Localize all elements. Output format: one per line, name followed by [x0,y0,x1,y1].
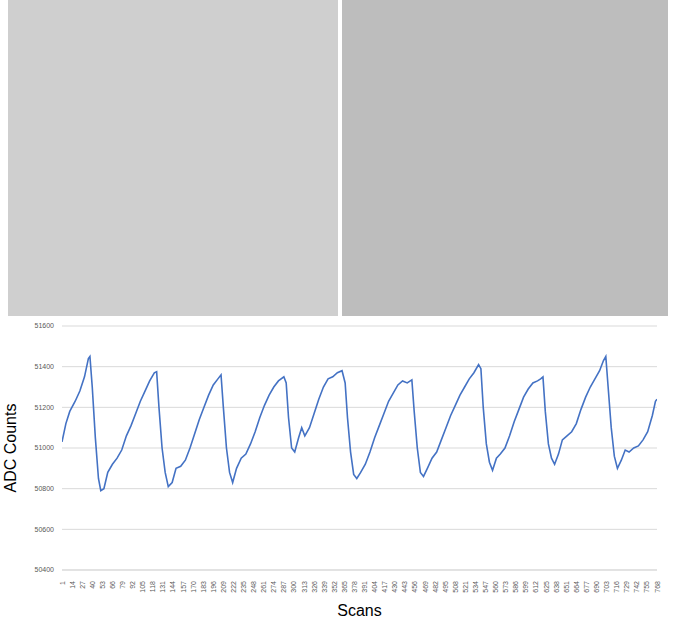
svg-text:534: 534 [472,581,479,593]
svg-text:469: 469 [422,581,429,593]
svg-text:209: 209 [220,581,227,593]
svg-text:755: 755 [643,581,650,593]
svg-text:729: 729 [623,581,630,593]
svg-text:417: 417 [381,581,388,593]
svg-text:586: 586 [512,581,519,593]
svg-text:391: 391 [361,581,368,593]
svg-text:27: 27 [79,581,86,589]
svg-text:170: 170 [190,581,197,593]
svg-text:196: 196 [210,581,217,593]
svg-text:50400: 50400 [35,566,55,573]
svg-text:378: 378 [351,581,358,593]
svg-text:339: 339 [321,581,328,593]
svg-text:51200: 51200 [35,404,55,411]
svg-text:300: 300 [290,581,297,593]
svg-text:Scans: Scans [337,602,381,619]
svg-text:14: 14 [69,581,76,589]
svg-text:105: 105 [139,581,146,593]
svg-text:456: 456 [411,581,418,593]
svg-text:50800: 50800 [35,485,55,492]
svg-text:651: 651 [563,581,570,593]
svg-text:404: 404 [371,581,378,593]
svg-text:508: 508 [452,581,459,593]
svg-text:625: 625 [543,581,550,593]
svg-text:573: 573 [502,581,509,593]
svg-text:131: 131 [159,581,166,593]
svg-text:443: 443 [401,581,408,593]
svg-text:53: 53 [99,581,106,589]
svg-text:599: 599 [522,581,529,593]
svg-text:482: 482 [432,581,439,593]
svg-text:495: 495 [442,581,449,593]
svg-text:ADC Counts: ADC Counts [2,404,19,493]
svg-text:638: 638 [553,581,560,593]
svg-text:547: 547 [482,581,489,593]
svg-text:664: 664 [573,581,580,593]
svg-text:430: 430 [391,581,398,593]
svg-text:51000: 51000 [35,444,55,451]
svg-text:352: 352 [331,581,338,593]
svg-text:313: 313 [301,581,308,593]
svg-text:40: 40 [89,581,96,589]
svg-text:521: 521 [462,581,469,593]
svg-text:222: 222 [230,581,237,593]
svg-text:365: 365 [341,581,348,593]
svg-text:326: 326 [311,581,318,593]
svg-text:92: 92 [129,581,136,589]
svg-text:144: 144 [169,581,176,593]
svg-text:768: 768 [654,581,661,593]
svg-text:287: 287 [280,581,287,593]
svg-text:1: 1 [59,581,66,585]
svg-text:118: 118 [149,581,156,592]
svg-text:51400: 51400 [35,363,55,370]
svg-text:690: 690 [593,581,600,593]
svg-text:560: 560 [492,581,499,593]
svg-text:716: 716 [613,581,620,593]
svg-text:274: 274 [270,581,277,593]
svg-text:183: 183 [200,581,207,593]
svg-text:79: 79 [119,581,126,589]
svg-text:677: 677 [583,581,590,593]
svg-text:157: 157 [180,581,187,593]
svg-text:261: 261 [260,581,267,593]
svg-text:66: 66 [109,581,116,589]
svg-text:703: 703 [603,581,610,593]
svg-text:51600: 51600 [35,322,55,329]
svg-text:248: 248 [250,581,257,593]
svg-text:235: 235 [240,581,247,593]
svg-text:742: 742 [633,581,640,593]
svg-text:612: 612 [532,581,539,593]
svg-text:50600: 50600 [35,526,55,533]
